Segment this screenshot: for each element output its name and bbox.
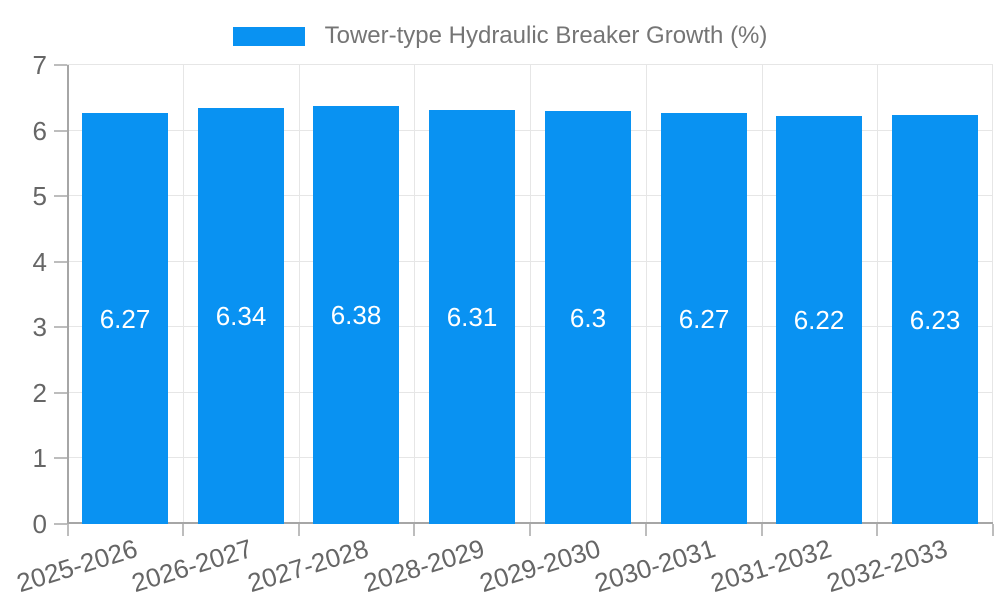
gridline-vertical <box>762 65 763 524</box>
y-axis-tick-label: 5 <box>32 181 47 211</box>
gridline-horizontal <box>67 64 993 65</box>
legend-color-swatch <box>232 26 305 46</box>
gridline-vertical <box>992 65 993 524</box>
bar-value-label: 6.23 <box>909 304 961 335</box>
y-axis-tick <box>54 195 67 197</box>
x-axis-tick-label: 2026-2027 <box>128 533 257 599</box>
y-axis-tick <box>54 523 67 525</box>
y-axis-tick-label: 6 <box>32 116 47 146</box>
gridline-vertical <box>299 65 300 524</box>
y-axis-tick <box>54 130 67 132</box>
bar-value-label: 6.31 <box>446 302 498 332</box>
y-axis-tick-label: 4 <box>32 247 47 277</box>
x-axis-tick <box>182 524 184 536</box>
y-axis-tick-label: 1 <box>32 443 47 473</box>
bar-value-label: 6.34 <box>215 301 267 331</box>
legend: Tower-type Hydraulic Breaker Growth (%) <box>0 22 1000 50</box>
bar[interactable]: 6.22 <box>776 116 862 524</box>
bar[interactable]: 6.31 <box>429 110 515 524</box>
bar[interactable]: 6.34 <box>198 108 284 524</box>
y-axis-tick <box>54 457 67 459</box>
y-axis-tick <box>54 261 67 263</box>
x-axis-tick-label: 2025-2026 <box>12 533 141 599</box>
x-axis-tick-label: 2028-2029 <box>359 533 488 599</box>
x-axis-line <box>67 522 993 524</box>
x-axis-tick <box>761 524 763 536</box>
x-axis-tick <box>413 524 415 536</box>
x-axis-tick <box>992 524 994 536</box>
bar[interactable]: 6.23 <box>892 115 978 524</box>
x-axis-tick <box>645 524 647 536</box>
x-axis-tick-label: 2032-2033 <box>822 533 951 599</box>
x-axis-tick-label: 2030-2031 <box>591 533 720 599</box>
x-axis-tick-label: 2027-2028 <box>244 533 372 599</box>
y-axis-tick-label: 3 <box>32 312 47 342</box>
bar-value-label: 6.22 <box>793 305 845 335</box>
gridline-vertical <box>183 65 184 524</box>
bar[interactable]: 6.38 <box>313 106 399 524</box>
gridline-vertical <box>414 65 415 524</box>
gridline-vertical <box>646 65 647 524</box>
chart-title: Tower-type Hydraulic Breaker Growth (%) <box>324 22 768 49</box>
bar-value-label: 6.38 <box>330 300 382 330</box>
x-axis-tick-label: 2029-2030 <box>475 533 604 599</box>
bar-value-label: 6.3 <box>569 302 607 333</box>
y-axis-tick-label: 0 <box>32 509 47 539</box>
x-axis-tick <box>529 524 531 536</box>
bar[interactable]: 6.27 <box>82 113 168 524</box>
x-axis-tick-label: 2031-2032 <box>707 533 835 599</box>
x-axis-tick <box>298 524 300 536</box>
y-axis-tick-label: 7 <box>32 50 47 80</box>
legend-item[interactable]: Tower-type Hydraulic Breaker Growth (%) <box>232 22 768 50</box>
x-axis-tick <box>876 524 878 536</box>
bar[interactable]: 6.3 <box>545 111 631 524</box>
y-axis: 0 1 2 3 4 5 6 7 <box>0 50 47 539</box>
bar-value-label: 6.27 <box>678 303 730 334</box>
x-axis-tick <box>67 524 69 536</box>
y-axis-tick <box>54 392 67 394</box>
y-axis-tick-label: 2 <box>32 378 47 408</box>
plot-area: 6.27 6.34 6.38 6.31 6.3 6.27 6.22 6.23 2025-2026… <box>13 64 994 598</box>
y-axis-tick <box>54 326 67 328</box>
bar-value-label: 6.27 <box>99 303 151 334</box>
y-axis-tick <box>54 64 67 66</box>
bar[interactable]: 6.27 <box>661 113 747 524</box>
gridline-vertical <box>530 65 531 524</box>
gridline-vertical <box>877 65 878 524</box>
y-axis-line <box>67 65 69 524</box>
